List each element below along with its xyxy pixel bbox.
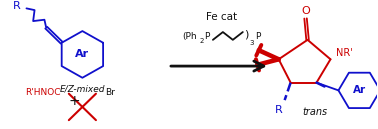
Text: P: P [255, 32, 260, 41]
Text: P: P [204, 32, 209, 41]
Text: 3: 3 [250, 40, 254, 46]
Text: Fe cat: Fe cat [206, 13, 237, 22]
Polygon shape [62, 31, 103, 78]
Text: 2: 2 [200, 38, 204, 44]
Text: NR': NR' [336, 49, 353, 58]
Text: R: R [275, 105, 282, 115]
Text: Br: Br [105, 88, 115, 97]
Text: O: O [301, 6, 310, 16]
Text: Ar: Ar [353, 85, 366, 95]
Text: +: + [69, 94, 80, 108]
Text: R'HNOC: R'HNOC [25, 88, 61, 97]
Text: trans: trans [302, 107, 327, 117]
Text: (Ph: (Ph [182, 32, 197, 41]
Text: R: R [12, 1, 20, 11]
Text: E/Z-mixed: E/Z-mixed [60, 85, 105, 94]
Text: Ar: Ar [75, 49, 90, 59]
Text: ): ) [244, 30, 248, 40]
Polygon shape [338, 73, 378, 108]
